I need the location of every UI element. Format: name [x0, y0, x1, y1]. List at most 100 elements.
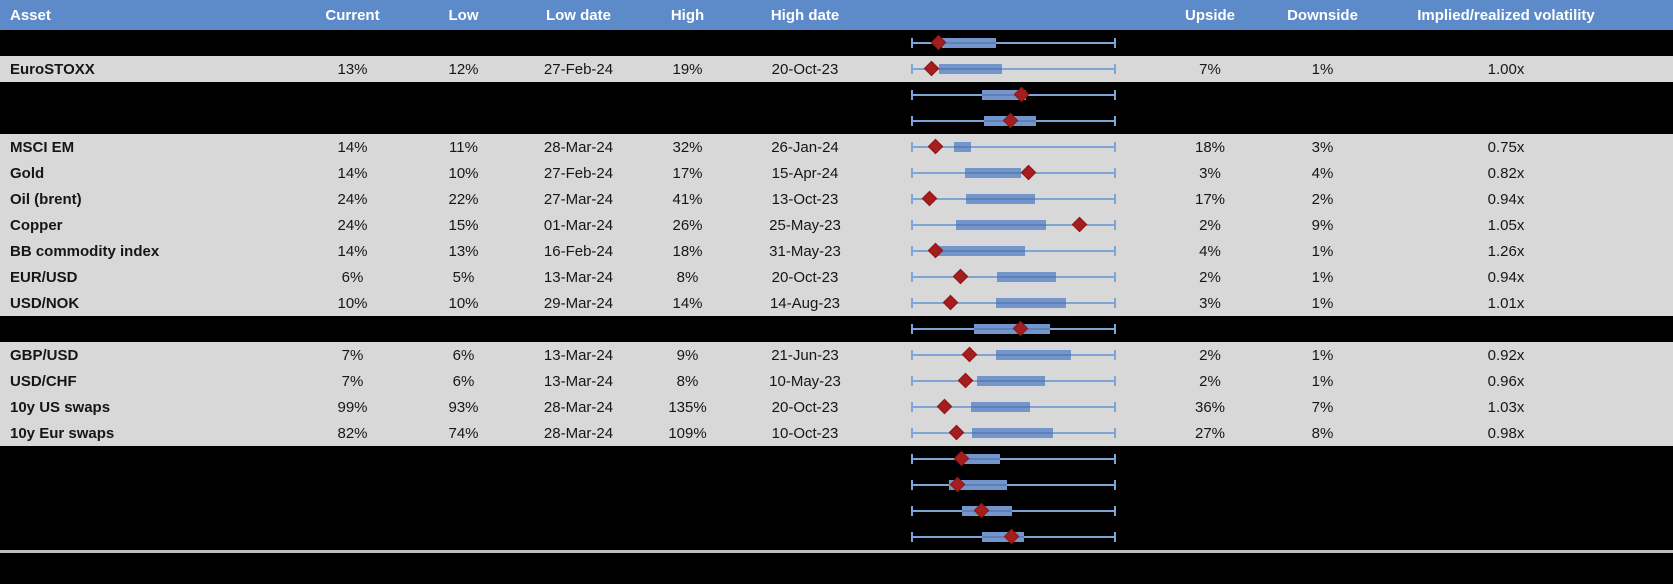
- whisker-cap-right-icon: [1114, 220, 1116, 230]
- cell-high: 32%: [672, 138, 703, 156]
- cell-impl-vol: 0.98x: [1487, 424, 1525, 442]
- table-row: [0, 446, 1673, 472]
- range-plot: [880, 342, 1150, 368]
- cell-asset: 10y Eur swaps: [10, 424, 115, 442]
- cell-impl-vol: 1.01x: [1487, 294, 1525, 312]
- cell-asset: BB commodity index: [10, 242, 160, 260]
- whisker-cap-left-icon: [911, 246, 913, 256]
- range-plot: [880, 316, 1150, 342]
- cell-high-date: 14-Aug-23: [769, 294, 841, 312]
- cell-high: 8%: [676, 268, 699, 286]
- cell-low-date: 16-Feb-24: [543, 242, 614, 260]
- whisker-line: [912, 42, 1115, 44]
- range-plot: [880, 394, 1150, 420]
- column-header-downside: Downside: [1287, 6, 1358, 24]
- cell-high-date: 20-Oct-23: [771, 60, 839, 78]
- column-header-high-date: High date: [770, 6, 840, 24]
- whisker-cap-right-icon: [1114, 376, 1116, 386]
- cell-current: 82%: [337, 424, 368, 442]
- range-plot: [880, 290, 1150, 316]
- whisker-cap-right-icon: [1114, 324, 1116, 334]
- cell-impl-vol: 0.94x: [1487, 268, 1525, 286]
- current-level-diamond-icon: [942, 294, 959, 311]
- current-level-diamond-icon: [1020, 164, 1037, 181]
- whisker-cap-left-icon: [911, 402, 913, 412]
- cell-impl-vol: 0.92x: [1487, 346, 1525, 364]
- range-box: [981, 532, 1025, 542]
- whisker-cap-right-icon: [1114, 142, 1116, 152]
- cell-upside: 18%: [1194, 138, 1226, 156]
- cell-high-date: 20-Oct-23: [771, 398, 839, 416]
- whisker-cap-right-icon: [1114, 480, 1116, 490]
- range-plot: [880, 108, 1150, 134]
- range-box: [976, 376, 1046, 386]
- current-level-diamond-icon: [922, 190, 938, 207]
- range-box: [964, 168, 1022, 178]
- current-level-diamond-icon: [937, 398, 953, 415]
- range-plot: [880, 498, 1150, 524]
- column-header-high: High: [670, 6, 705, 24]
- range-plot: [880, 368, 1150, 394]
- cell-upside: 3%: [1199, 294, 1221, 312]
- column-header-low: Low: [448, 6, 479, 24]
- range-plot: [880, 264, 1150, 290]
- cell-current: 14%: [337, 164, 368, 182]
- cell-high-date: 25-May-23: [769, 216, 841, 234]
- whisker-cap-right-icon: [1114, 350, 1116, 360]
- cell-low: 13%: [448, 242, 479, 260]
- cell-impl-vol: 0.94x: [1487, 190, 1525, 208]
- cell-downside: 2%: [1311, 190, 1334, 208]
- cell-impl-vol: 1.26x: [1487, 242, 1525, 260]
- cell-asset: GBP/USD: [10, 346, 79, 364]
- range-box: [970, 402, 1031, 412]
- cell-high: 19%: [672, 60, 703, 78]
- whisker-line: [912, 484, 1115, 486]
- cell-low-date: 28-Mar-24: [543, 138, 614, 156]
- cell-impl-vol: 1.05x: [1487, 216, 1525, 234]
- bottom-separator: [0, 550, 1673, 553]
- current-level-diamond-icon: [924, 60, 940, 77]
- range-plot: [880, 524, 1150, 550]
- whisker-cap-right-icon: [1114, 428, 1116, 438]
- range-box: [995, 298, 1067, 308]
- table-row: Copper 24% 15% 01-Mar-24 26% 25-May-23 2% 9% 1.0…: [0, 212, 1673, 238]
- cell-downside: 4%: [1311, 164, 1334, 182]
- cell-asset: USD/CHF: [10, 372, 77, 390]
- whisker-cap-right-icon: [1114, 194, 1116, 204]
- whisker-cap-right-icon: [1114, 116, 1116, 126]
- cell-downside: 1%: [1311, 294, 1334, 312]
- range-box: [995, 350, 1072, 360]
- current-level-diamond-icon: [961, 346, 978, 363]
- range-plot: [880, 472, 1150, 498]
- cell-upside: 4%: [1199, 242, 1221, 260]
- cell-asset: MSCI EM: [10, 138, 75, 156]
- whisker-line: [912, 458, 1115, 460]
- cell-current: 24%: [337, 190, 368, 208]
- cell-low: 6%: [452, 346, 475, 364]
- current-level-diamond-icon: [958, 372, 974, 389]
- cell-asset: Oil (brent): [10, 190, 82, 208]
- cell-low: 12%: [448, 60, 479, 78]
- range-plot: [880, 160, 1150, 186]
- cell-low-date: 27-Feb-24: [543, 164, 614, 182]
- cell-low: 11%: [449, 138, 478, 156]
- cell-asset: EUR/USD: [10, 268, 78, 286]
- whisker-cap-left-icon: [911, 480, 913, 490]
- cell-low: 15%: [448, 216, 479, 234]
- current-level-diamond-icon: [928, 138, 944, 155]
- cell-impl-vol: 0.75x: [1487, 138, 1525, 156]
- cell-current: 7%: [341, 372, 364, 390]
- cell-high: 17%: [672, 164, 703, 182]
- cell-high: 109%: [668, 424, 707, 442]
- whisker-cap-left-icon: [911, 142, 913, 152]
- table-row: USD/NOK 10% 10% 29-Mar-24 14% 14-Aug-23 3% 1% 1.…: [0, 290, 1673, 316]
- table-header-row: Asset Current Low Low date High High dat…: [0, 0, 1673, 30]
- table-row: [0, 498, 1673, 524]
- whisker-cap-right-icon: [1114, 506, 1116, 516]
- whisker-cap-left-icon: [911, 168, 913, 178]
- cell-low: 93%: [448, 398, 479, 416]
- table-row: EuroSTOXX 13% 12% 27-Feb-24 19% 20-Oct-23 7% 1%…: [0, 56, 1673, 82]
- cell-current: 10%: [337, 294, 368, 312]
- cell-downside: 1%: [1311, 346, 1334, 364]
- cell-low-date: 01-Mar-24: [543, 216, 614, 234]
